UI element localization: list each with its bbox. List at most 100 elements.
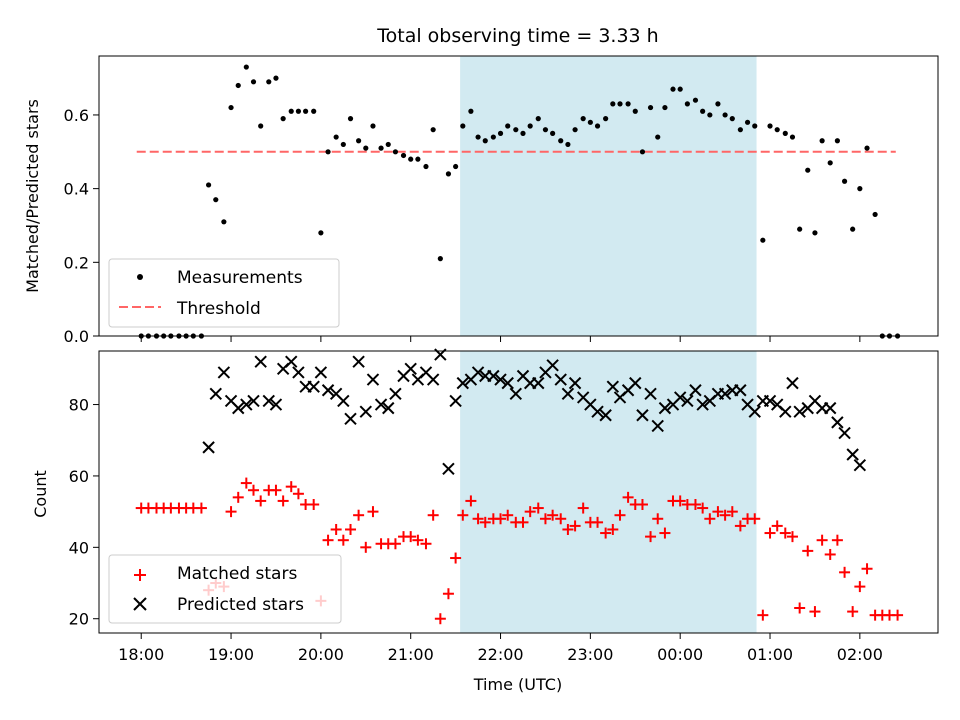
measurement-point bbox=[850, 226, 856, 232]
y-tick: 0.6 bbox=[64, 106, 99, 125]
predicted-star-point bbox=[344, 412, 357, 426]
predicted-star-point bbox=[629, 376, 642, 390]
y-tick: 60 bbox=[69, 467, 99, 486]
measurement-point bbox=[834, 138, 840, 144]
matched-star-point bbox=[412, 534, 424, 546]
measurement-point bbox=[572, 127, 578, 133]
predicted-star-point bbox=[853, 459, 867, 472]
matched-star-point bbox=[689, 498, 701, 510]
predicted-star-point bbox=[606, 380, 620, 393]
y-tick-label: 0.2 bbox=[64, 253, 89, 272]
measurement-point bbox=[497, 130, 504, 136]
measurement-point bbox=[542, 127, 549, 133]
predicted-star-point bbox=[404, 362, 417, 376]
matched-star-point bbox=[524, 506, 536, 518]
measurement-point bbox=[655, 134, 661, 140]
top-y-ticks: 0.0 0.2 0.4 0.6 bbox=[64, 106, 99, 346]
bottom-y-axis-label: Count bbox=[31, 470, 50, 518]
x-tick: 18:00 bbox=[118, 633, 164, 664]
predicted-star-point bbox=[337, 394, 350, 408]
matched-star-point bbox=[367, 506, 379, 518]
predicted-star-point bbox=[779, 405, 792, 418]
predicted-star-point bbox=[793, 405, 806, 418]
matched-star-point bbox=[442, 588, 454, 600]
measurement-point bbox=[288, 108, 294, 114]
measurement-point bbox=[603, 116, 609, 122]
x-tick-label: 00:00 bbox=[657, 645, 703, 664]
matched-star-point bbox=[839, 566, 851, 578]
matched-star-point bbox=[292, 488, 304, 500]
matched-star-point bbox=[719, 509, 731, 521]
matched-star-point bbox=[479, 516, 491, 528]
measurement-point bbox=[213, 197, 219, 203]
measurement-point bbox=[587, 119, 593, 125]
measurement-point bbox=[423, 163, 429, 170]
measurement-point bbox=[767, 123, 773, 129]
matched-star-point bbox=[457, 509, 469, 521]
predicted-star-point bbox=[352, 355, 365, 368]
matched-star-point bbox=[270, 484, 282, 496]
matched-stars-points bbox=[135, 477, 904, 625]
measurement-point bbox=[744, 119, 751, 125]
x-tick-label: 19:00 bbox=[208, 645, 254, 664]
x-axis-label: Time (UTC) bbox=[473, 675, 562, 694]
matched-star-point bbox=[547, 509, 559, 521]
x-tick: 21:00 bbox=[388, 633, 434, 664]
measurement-point bbox=[408, 156, 414, 162]
x-tick: 00:00 bbox=[657, 633, 703, 664]
x-tick-label: 23:00 bbox=[567, 645, 613, 664]
y-tick-label: 0.4 bbox=[64, 180, 89, 199]
x-tick-label: 01:00 bbox=[747, 645, 793, 664]
measurement-point bbox=[258, 123, 264, 129]
predicted-star-point bbox=[591, 405, 604, 418]
matched-star-point bbox=[450, 552, 462, 564]
measurement-point bbox=[610, 101, 616, 107]
matched-star-point bbox=[697, 502, 709, 514]
x-tick: 19:00 bbox=[208, 633, 254, 664]
matched-star-point bbox=[771, 520, 783, 532]
matched-star-point bbox=[427, 509, 439, 521]
predicted-star-point bbox=[307, 380, 320, 393]
matched-star-point bbox=[562, 523, 574, 535]
measurement-point bbox=[782, 130, 788, 136]
measurement-point bbox=[333, 134, 339, 140]
measurement-point bbox=[385, 141, 391, 148]
measurement-point bbox=[700, 108, 706, 114]
bottom-panel: 20 40 60 80 18:00 19:00 20:00 21:00 22:00 23:00 0… bbox=[31, 348, 939, 694]
measurement-point bbox=[692, 97, 699, 103]
matched-star-point bbox=[248, 484, 260, 496]
measurement-point bbox=[580, 116, 586, 122]
measurement-point bbox=[617, 101, 623, 107]
x-tick-label: 20:00 bbox=[298, 645, 344, 664]
predicted-star-point bbox=[501, 376, 514, 390]
measurement-point bbox=[228, 104, 234, 111]
measurement-point bbox=[311, 108, 317, 114]
bottom-legend: Matched stars Predicted stars bbox=[108, 554, 342, 624]
predicted-stars-points bbox=[202, 348, 867, 476]
matched-star-point bbox=[764, 527, 776, 539]
measurement-point bbox=[475, 134, 481, 140]
predicted-star-point bbox=[366, 373, 380, 386]
matched-star-point bbox=[308, 498, 320, 510]
matched-star-point bbox=[809, 606, 821, 618]
top-legend: Measurements Threshold bbox=[108, 258, 340, 328]
matched-star-point bbox=[255, 495, 267, 507]
measurement-point bbox=[273, 75, 279, 81]
matched-star-point bbox=[502, 509, 514, 521]
measurement-point bbox=[468, 108, 474, 114]
measurement-point bbox=[250, 79, 257, 85]
measurement-point bbox=[864, 145, 870, 151]
measurement-point bbox=[827, 160, 833, 166]
predicted-star-point bbox=[285, 355, 298, 368]
x-tick: 02:00 bbox=[837, 633, 883, 664]
matched-star-point bbox=[360, 541, 372, 553]
matched-star-point bbox=[734, 520, 746, 532]
predicted-star-point bbox=[599, 409, 612, 422]
measurement-point bbox=[347, 116, 354, 122]
matched-star-point bbox=[345, 523, 357, 535]
matched-star-point bbox=[786, 531, 798, 543]
matched-star-point bbox=[569, 520, 581, 532]
measurement-point bbox=[737, 127, 743, 133]
measurement-point bbox=[235, 82, 241, 89]
